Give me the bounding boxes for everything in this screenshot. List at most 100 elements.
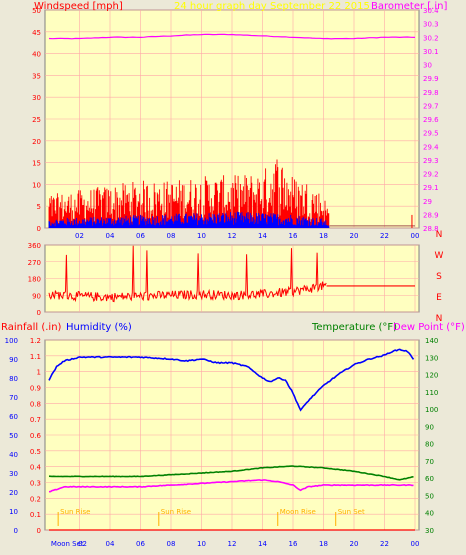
wind-axis-label: Windspeed [mph]	[34, 1, 123, 12]
dir-y-tick: 0	[37, 309, 41, 317]
temp-y-tick: 40	[425, 510, 434, 518]
marker-label: Sun Rise	[161, 508, 191, 516]
humidity-y-tick: 40	[9, 451, 18, 459]
baro-y-tick: 30.3	[423, 21, 439, 29]
marker-label: Moon Rise	[280, 508, 316, 516]
thr-x-tick: 18	[319, 540, 328, 548]
dewpoint-line	[48, 479, 414, 493]
humidity-y-tick: 80	[9, 375, 18, 383]
dewpoint-axis-label: Dew Point (°F)	[393, 322, 465, 333]
x-tick-02: 02	[78, 540, 87, 548]
wind-y-tick: 5	[37, 203, 41, 211]
thr-x-tick: 00	[411, 540, 420, 548]
temp-y-tick: 60	[425, 475, 434, 483]
temp-y-tick: 30	[425, 527, 434, 535]
baro-y-tick: 30	[423, 62, 432, 70]
baro-y-tick: 29.6	[423, 116, 439, 124]
baro-y-tick: 29.5	[423, 130, 439, 138]
barometer-axis-label: Barometer [.in]	[371, 1, 447, 12]
baro-y-tick: 29.7	[423, 102, 439, 110]
series-layer	[48, 33, 416, 531]
baro-y-tick: 29	[423, 198, 432, 206]
thr-x-tick: 08	[167, 540, 176, 548]
dir-y-tick: 90	[32, 292, 41, 300]
humidity-y-tick: 50	[9, 432, 18, 440]
thr-x-tick: 06	[136, 540, 145, 548]
baro-y-tick: 29.3	[423, 157, 439, 165]
temp-y-tick: 80	[425, 441, 434, 449]
rain-y-tick: 1.2	[30, 337, 41, 345]
thr-x-tick: 14	[258, 540, 267, 548]
baro-y-tick: 29.8	[423, 89, 439, 97]
compass-letter: N	[436, 314, 443, 324]
thr-x-tick: 20	[350, 540, 359, 548]
dir-y-tick: 270	[28, 259, 41, 267]
wind-y-tick: 50	[32, 7, 41, 15]
wind-x-tick: 22	[380, 232, 389, 240]
humidity-y-tick: 0	[14, 527, 18, 535]
temp-y-tick: 120	[425, 372, 438, 380]
temperature-axis-label: Temperature (°F)	[311, 322, 397, 333]
thr-x-tick: 04	[106, 540, 115, 548]
baro-y-tick: 30.4	[423, 7, 439, 15]
wind-x-tick: 04	[106, 232, 115, 240]
wind-x-tick: 18	[319, 232, 328, 240]
wind-x-tick: 02	[75, 232, 84, 240]
thr-x-tick: 10	[197, 540, 206, 548]
humidity-y-tick: 100	[5, 337, 18, 345]
temp-y-tick: 50	[425, 492, 434, 500]
baro-y-tick: 30.1	[423, 48, 439, 56]
rain-y-tick: 0.2	[30, 495, 41, 503]
humidity-y-tick: 60	[9, 413, 18, 421]
baro-y-tick: 29.9	[423, 75, 439, 83]
humidity-y-tick: 10	[9, 508, 18, 516]
marker-label: Sun Rise	[60, 508, 90, 516]
rain-y-tick: 0.8	[30, 400, 41, 408]
wind-x-tick: 00	[411, 232, 420, 240]
wind-x-tick: 12	[228, 232, 237, 240]
compass-labels: N W S E N	[435, 230, 444, 324]
wind-y-tick: 45	[32, 29, 41, 37]
wind-x-tick: 06	[136, 232, 145, 240]
wind-x-tick: 14	[258, 232, 267, 240]
compass-letter: W	[435, 251, 444, 261]
wind-x-tick: 10	[197, 232, 206, 240]
baro-y-tick: 29.2	[423, 171, 439, 179]
baro-y-tick: 30.2	[423, 34, 439, 42]
wind-average-bars	[48, 211, 330, 228]
rain-y-tick: 0.4	[30, 464, 42, 472]
sun-moon-markers: Sun Rise Sun Rise Moon Rise Sun Set	[57, 508, 365, 526]
chart-title: 24 hour graph day	[174, 1, 267, 12]
thr-x-tick: 22	[380, 540, 389, 548]
rain-y-tick: 0.1	[30, 511, 41, 519]
baro-y-tick: 28.8	[423, 225, 439, 233]
wind-x-tick: 08	[167, 232, 176, 240]
wind-y-tick: 20	[32, 138, 41, 146]
rain-y-tick: 0.7	[30, 416, 41, 424]
rainfall-axis-label: Rainfall (.in)	[1, 322, 62, 333]
dir-y-tick: 360	[28, 242, 41, 250]
wind-direction-line	[48, 245, 327, 303]
temperature-line	[48, 465, 414, 481]
wind-y-tick: 15	[32, 160, 41, 168]
temp-y-tick: 70	[425, 458, 434, 466]
humidity-y-tick: 30	[9, 470, 18, 478]
baro-y-tick: 29.1	[423, 184, 439, 192]
humidity-y-tick: 70	[9, 394, 18, 402]
rain-y-tick: 1.1	[30, 353, 41, 361]
temp-y-tick: 100	[425, 406, 438, 414]
wind-x-tick: 20	[350, 232, 359, 240]
compass-letter: E	[436, 293, 442, 303]
moon-set-label: Moon Set	[51, 540, 84, 548]
rain-y-tick: 0.5	[30, 448, 41, 456]
compass-letter: N	[436, 230, 443, 240]
marker-label: Sun Set	[338, 508, 365, 516]
ticks-layer: 0510152025303540455028.828.92929.129.229…	[5, 7, 440, 548]
humidity-line	[48, 348, 415, 412]
rain-y-tick: 1	[37, 369, 41, 377]
temp-y-tick: 140	[425, 337, 438, 345]
baro-y-tick: 28.9	[423, 211, 439, 219]
humidity-axis-label: Humidity (%)	[66, 322, 132, 333]
